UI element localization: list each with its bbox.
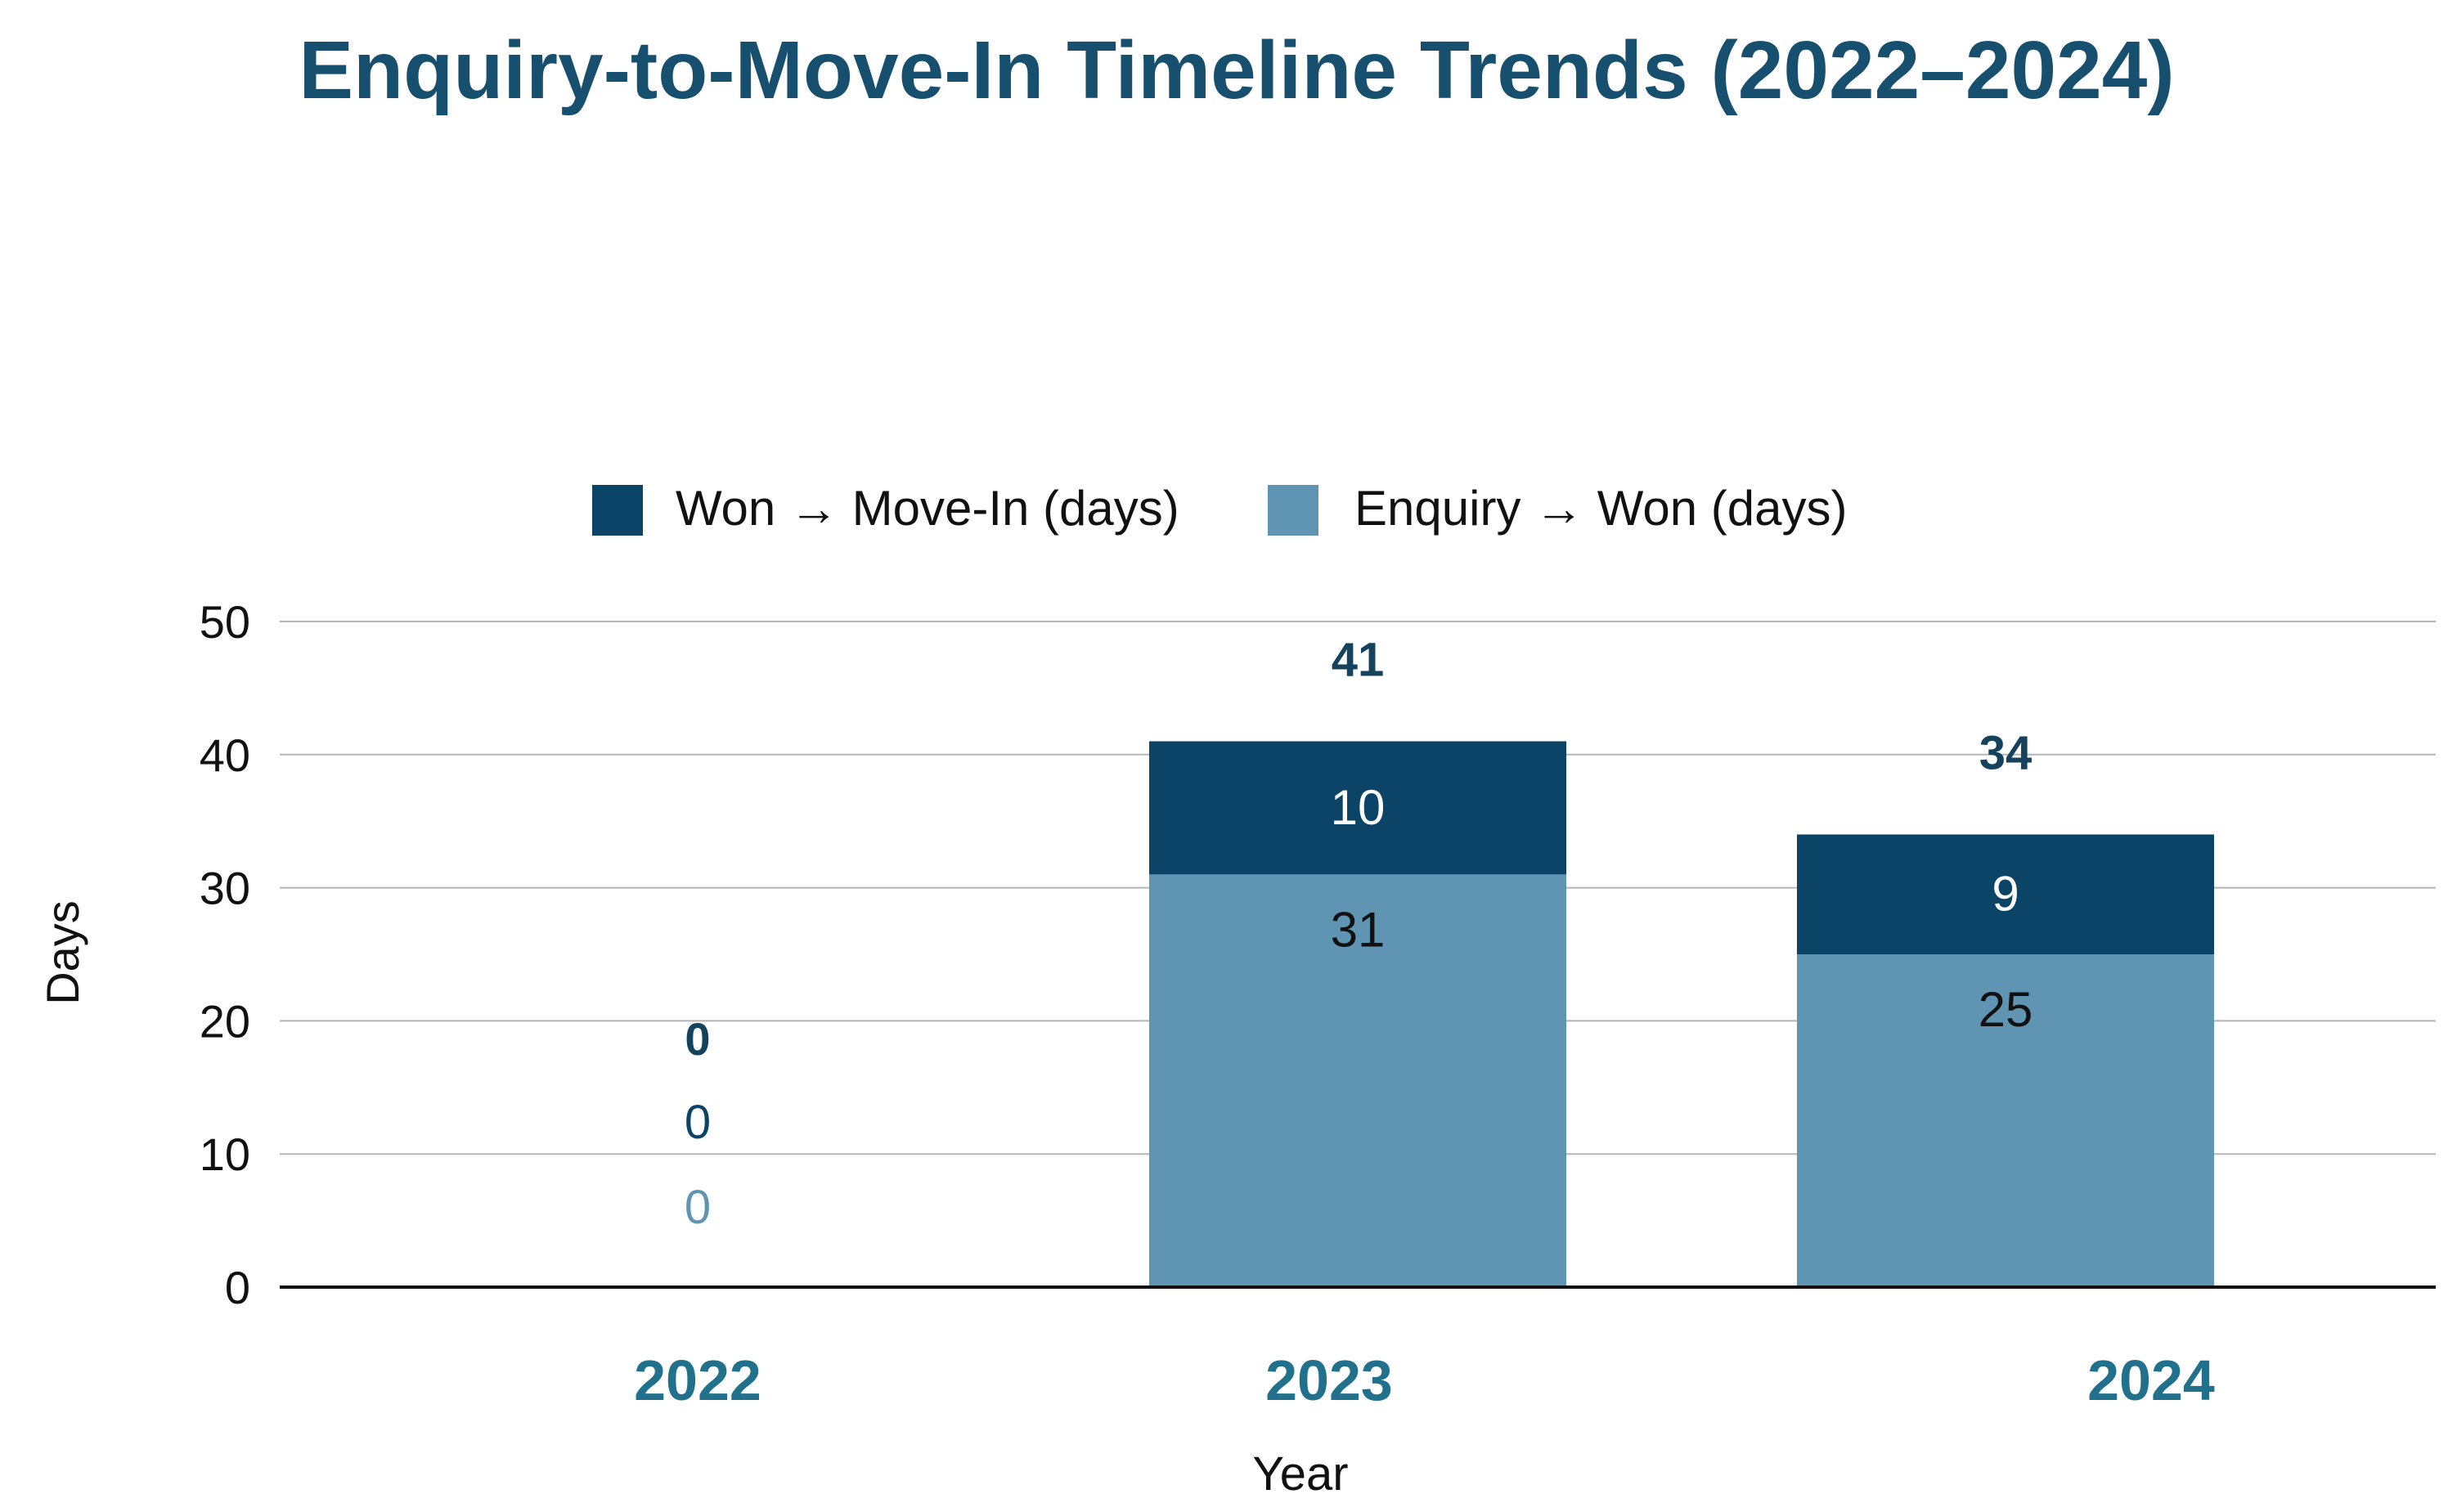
y-tick-label: 50 <box>200 596 250 648</box>
bar-total-label: 34 <box>1979 726 2033 779</box>
legend-swatch <box>592 485 643 536</box>
bar-value-label: 10 <box>1331 780 1386 835</box>
x-tick-label: 2024 <box>2087 1348 2215 1412</box>
bar-total-label: 0 <box>685 1013 710 1065</box>
y-tick-label: 30 <box>200 863 250 914</box>
y-tick-label: 10 <box>200 1128 250 1180</box>
legend-label: Won → Move-In (days) <box>676 481 1179 536</box>
x-tick-label: 2022 <box>634 1348 761 1412</box>
y-tick-label: 40 <box>200 729 250 781</box>
bar-value-label: 25 <box>1979 982 2033 1037</box>
y-tick-label: 0 <box>225 1262 250 1313</box>
bar-segment <box>1149 874 1566 1287</box>
bar-value-label: 0 <box>685 1181 711 1234</box>
y-axis-label: Days <box>37 900 88 1005</box>
bar-value-label: 0 <box>685 1096 711 1149</box>
bar-value-label: 31 <box>1331 902 1386 957</box>
bar-segment <box>1797 834 2214 954</box>
bar-segment <box>1149 741 1566 875</box>
x-axis-label: Year <box>1252 1447 1348 1501</box>
chart-title: Enquiry-to-Move-In Timeline Trends (2022… <box>299 25 2174 116</box>
legend-swatch <box>1268 485 1318 536</box>
y-tick-label: 20 <box>200 995 250 1047</box>
legend-label: Enquiry → Won (days) <box>1354 481 1847 536</box>
bar-segment <box>1797 954 2214 1287</box>
bar-total-label: 41 <box>1332 634 1385 687</box>
bar-value-label: 9 <box>1992 867 2019 922</box>
x-tick-label: 2023 <box>1265 1348 1393 1412</box>
